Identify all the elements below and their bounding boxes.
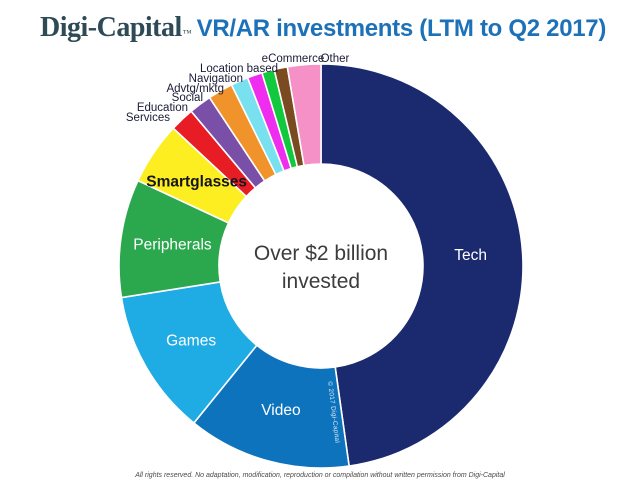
slice-label-ecommerce: eCommerce — [262, 53, 325, 65]
footer-disclaimer: All rights reserved. No adaptation, modi… — [135, 472, 505, 479]
slice-label-smartglasses: Smartglasses — [146, 174, 247, 191]
slice-label-location-based: Location based — [200, 63, 278, 75]
slice-label-social: Social — [172, 92, 203, 104]
chart-title: VR/AR investments (LTM to Q2 2017) — [196, 15, 607, 42]
slice-label-advtg-mktg: Advtg/mktg — [166, 83, 224, 95]
slice-label-peripherals: Peripherals — [133, 237, 212, 254]
slice-label-other: Other — [321, 53, 350, 65]
page-title: Digi-Capital ™ VR/AR investments (LTM to … — [40, 12, 606, 44]
slice-label-navigation: Navigation — [189, 73, 243, 85]
center-label: Over $2 billion invested — [201, 240, 441, 296]
slice-label-education: Education — [137, 102, 188, 114]
brand-logo: Digi-Capital — [40, 12, 182, 43]
slice-other — [286, 63, 322, 167]
slice-tech — [320, 63, 524, 467]
slice-label-services: Services — [126, 112, 170, 124]
slice-label-games: Games — [166, 333, 216, 350]
center-label-line1: Over $2 billion — [253, 242, 389, 265]
slice-label-tech: Tech — [454, 247, 487, 264]
slice-label-video: Video — [261, 402, 300, 419]
trademark-symbol: ™ — [182, 28, 192, 38]
center-label-line2: invested — [281, 270, 361, 293]
